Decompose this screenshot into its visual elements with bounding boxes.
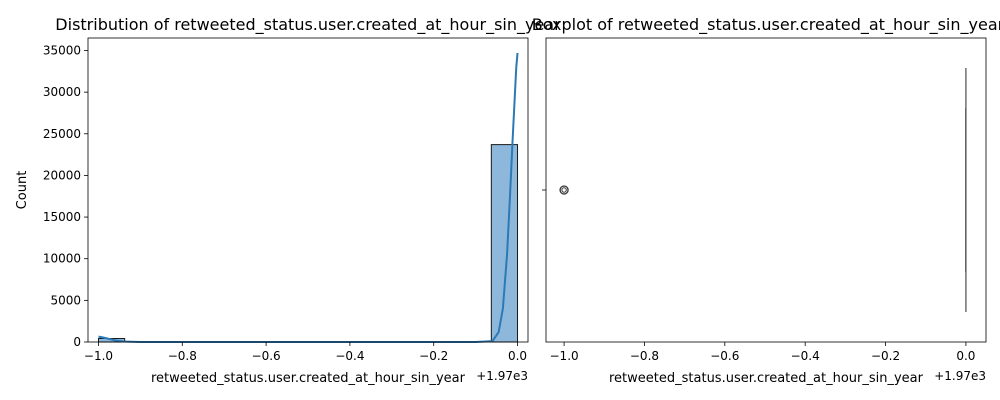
boxplot-outlier — [559, 185, 569, 195]
histogram-y-ticks: 0 5000 10000 15000 20000 25000 30000 35000 — [43, 43, 88, 349]
boxplot-plot-area — [559, 68, 967, 312]
boxplot-x-axis-label: retweeted_status.user.created_at_hour_si… — [609, 371, 924, 386]
histogram-y-tick-label: 0 — [73, 335, 81, 349]
histogram-x-tick-label: −0.4 — [335, 349, 364, 363]
histogram-panel: Distribution of retweeted_status.user.cr… — [15, 15, 561, 386]
histogram-x-offset: +1.97e3 — [476, 369, 528, 383]
histogram-x-tick-label: −0.8 — [168, 349, 197, 363]
boxplot-panel: Boxplot of retweeted_status.user.created… — [532, 15, 1000, 386]
histogram-y-tick-label: 30000 — [43, 85, 81, 99]
histogram-bar — [490, 144, 519, 343]
boxplot-x-tick-label: −0.8 — [630, 349, 659, 363]
boxplot-x-tick-label: −0.6 — [710, 349, 739, 363]
histogram-y-tick-label: 35000 — [43, 43, 81, 57]
histogram-y-tick-label: 25000 — [43, 127, 81, 141]
boxplot-frame — [545, 37, 987, 343]
boxplot-title: Boxplot of retweeted_status.user.created… — [532, 15, 1000, 35]
histogram-x-axis-label: retweeted_status.user.created_at_hour_si… — [151, 371, 466, 386]
histogram-y-tick-label: 10000 — [43, 252, 81, 266]
boxplot-x-tick-label: 0.0 — [956, 349, 975, 363]
histogram-x-tick-label: −1.0 — [84, 349, 113, 363]
kde-line — [98, 52, 519, 343]
histogram-x-tick-label: −0.2 — [419, 349, 448, 363]
histogram-x-tick-label: −0.6 — [252, 349, 281, 363]
boxplot-x-tick-label: −0.4 — [791, 349, 820, 363]
histogram-x-ticks: −1.0 −0.8 −0.6 −0.4 −0.2 0.0 — [84, 342, 527, 363]
boxplot-x-tick-label: −0.2 — [871, 349, 900, 363]
boxplot-outlier-ring — [561, 187, 567, 193]
boxplot-x-ticks: −1.0 −0.8 −0.6 −0.4 −0.2 0.0 — [550, 342, 975, 363]
histogram-title: Distribution of retweeted_status.user.cr… — [55, 15, 561, 35]
histogram-y-tick-label: 20000 — [43, 168, 81, 182]
histogram-y-tick-label: 15000 — [43, 210, 81, 224]
histogram-frame — [87, 37, 529, 343]
histogram-plot-area — [97, 52, 519, 343]
boxplot-x-tick-label: −1.0 — [550, 349, 579, 363]
histogram-y-tick-label: 5000 — [50, 293, 81, 307]
histogram-y-axis-label: Count — [15, 171, 30, 210]
boxplot-x-offset: +1.97e3 — [934, 369, 986, 383]
histogram-x-tick-label: 0.0 — [508, 349, 527, 363]
